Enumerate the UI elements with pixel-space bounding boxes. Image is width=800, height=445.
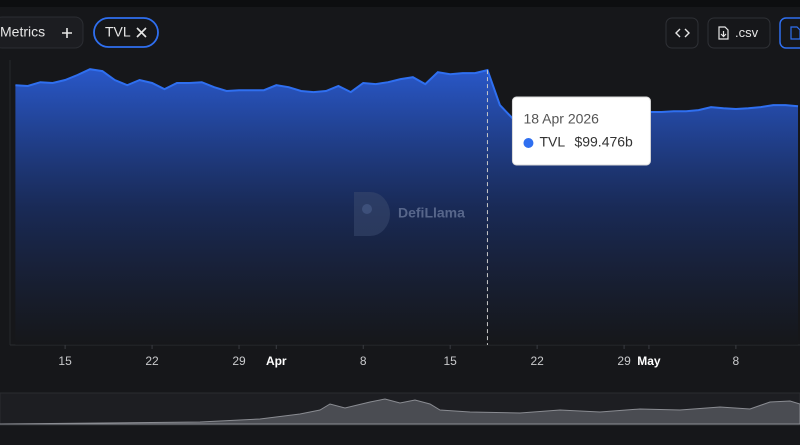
csv-button[interactable]: .csv [707,17,771,49]
csv-label: .csv [735,25,759,40]
x-tick-label: 22 [145,354,159,368]
tooltip: 18 Apr 2026 TVL $99.476b [511,96,651,166]
watermark: DefiLlama [354,192,465,236]
top-strip [0,0,800,7]
x-tick-label: 8 [733,354,740,368]
tooltip-title: 18 Apr 2026 [523,111,599,127]
watermark-logo [354,192,390,236]
x-tick-label: 29 [617,354,631,368]
x-tick-label: 22 [530,354,544,368]
x-tick-label: 15 [58,354,72,368]
tooltip-series: TVL [539,134,565,150]
x-tick-label: Apr [266,354,287,368]
embed-button[interactable] [665,17,699,49]
plus-icon [62,28,72,38]
code-icon [675,28,690,38]
tvl-chip-label: TVL [105,24,131,40]
overview-area [0,398,800,425]
download-icon [718,26,729,40]
x-tick-label: 15 [444,354,458,368]
tooltip-dot [523,138,534,148]
metrics-label: Metrics [0,24,45,40]
tooltip-box [511,96,651,166]
metrics-button[interactable]: Metrics [0,16,84,49]
overview-brush[interactable] [0,392,800,426]
tooltip-value: $99.476b [574,134,633,150]
close-icon [136,27,147,38]
watermark-text: DefiLlama [398,205,465,221]
image-button[interactable] [779,17,800,49]
tvl-chip[interactable]: TVL [93,17,159,48]
x-tick-label: May [637,354,661,368]
x-tick-label: 8 [360,354,367,368]
x-tick-label: 29 [232,354,246,368]
line [15,68,799,122]
